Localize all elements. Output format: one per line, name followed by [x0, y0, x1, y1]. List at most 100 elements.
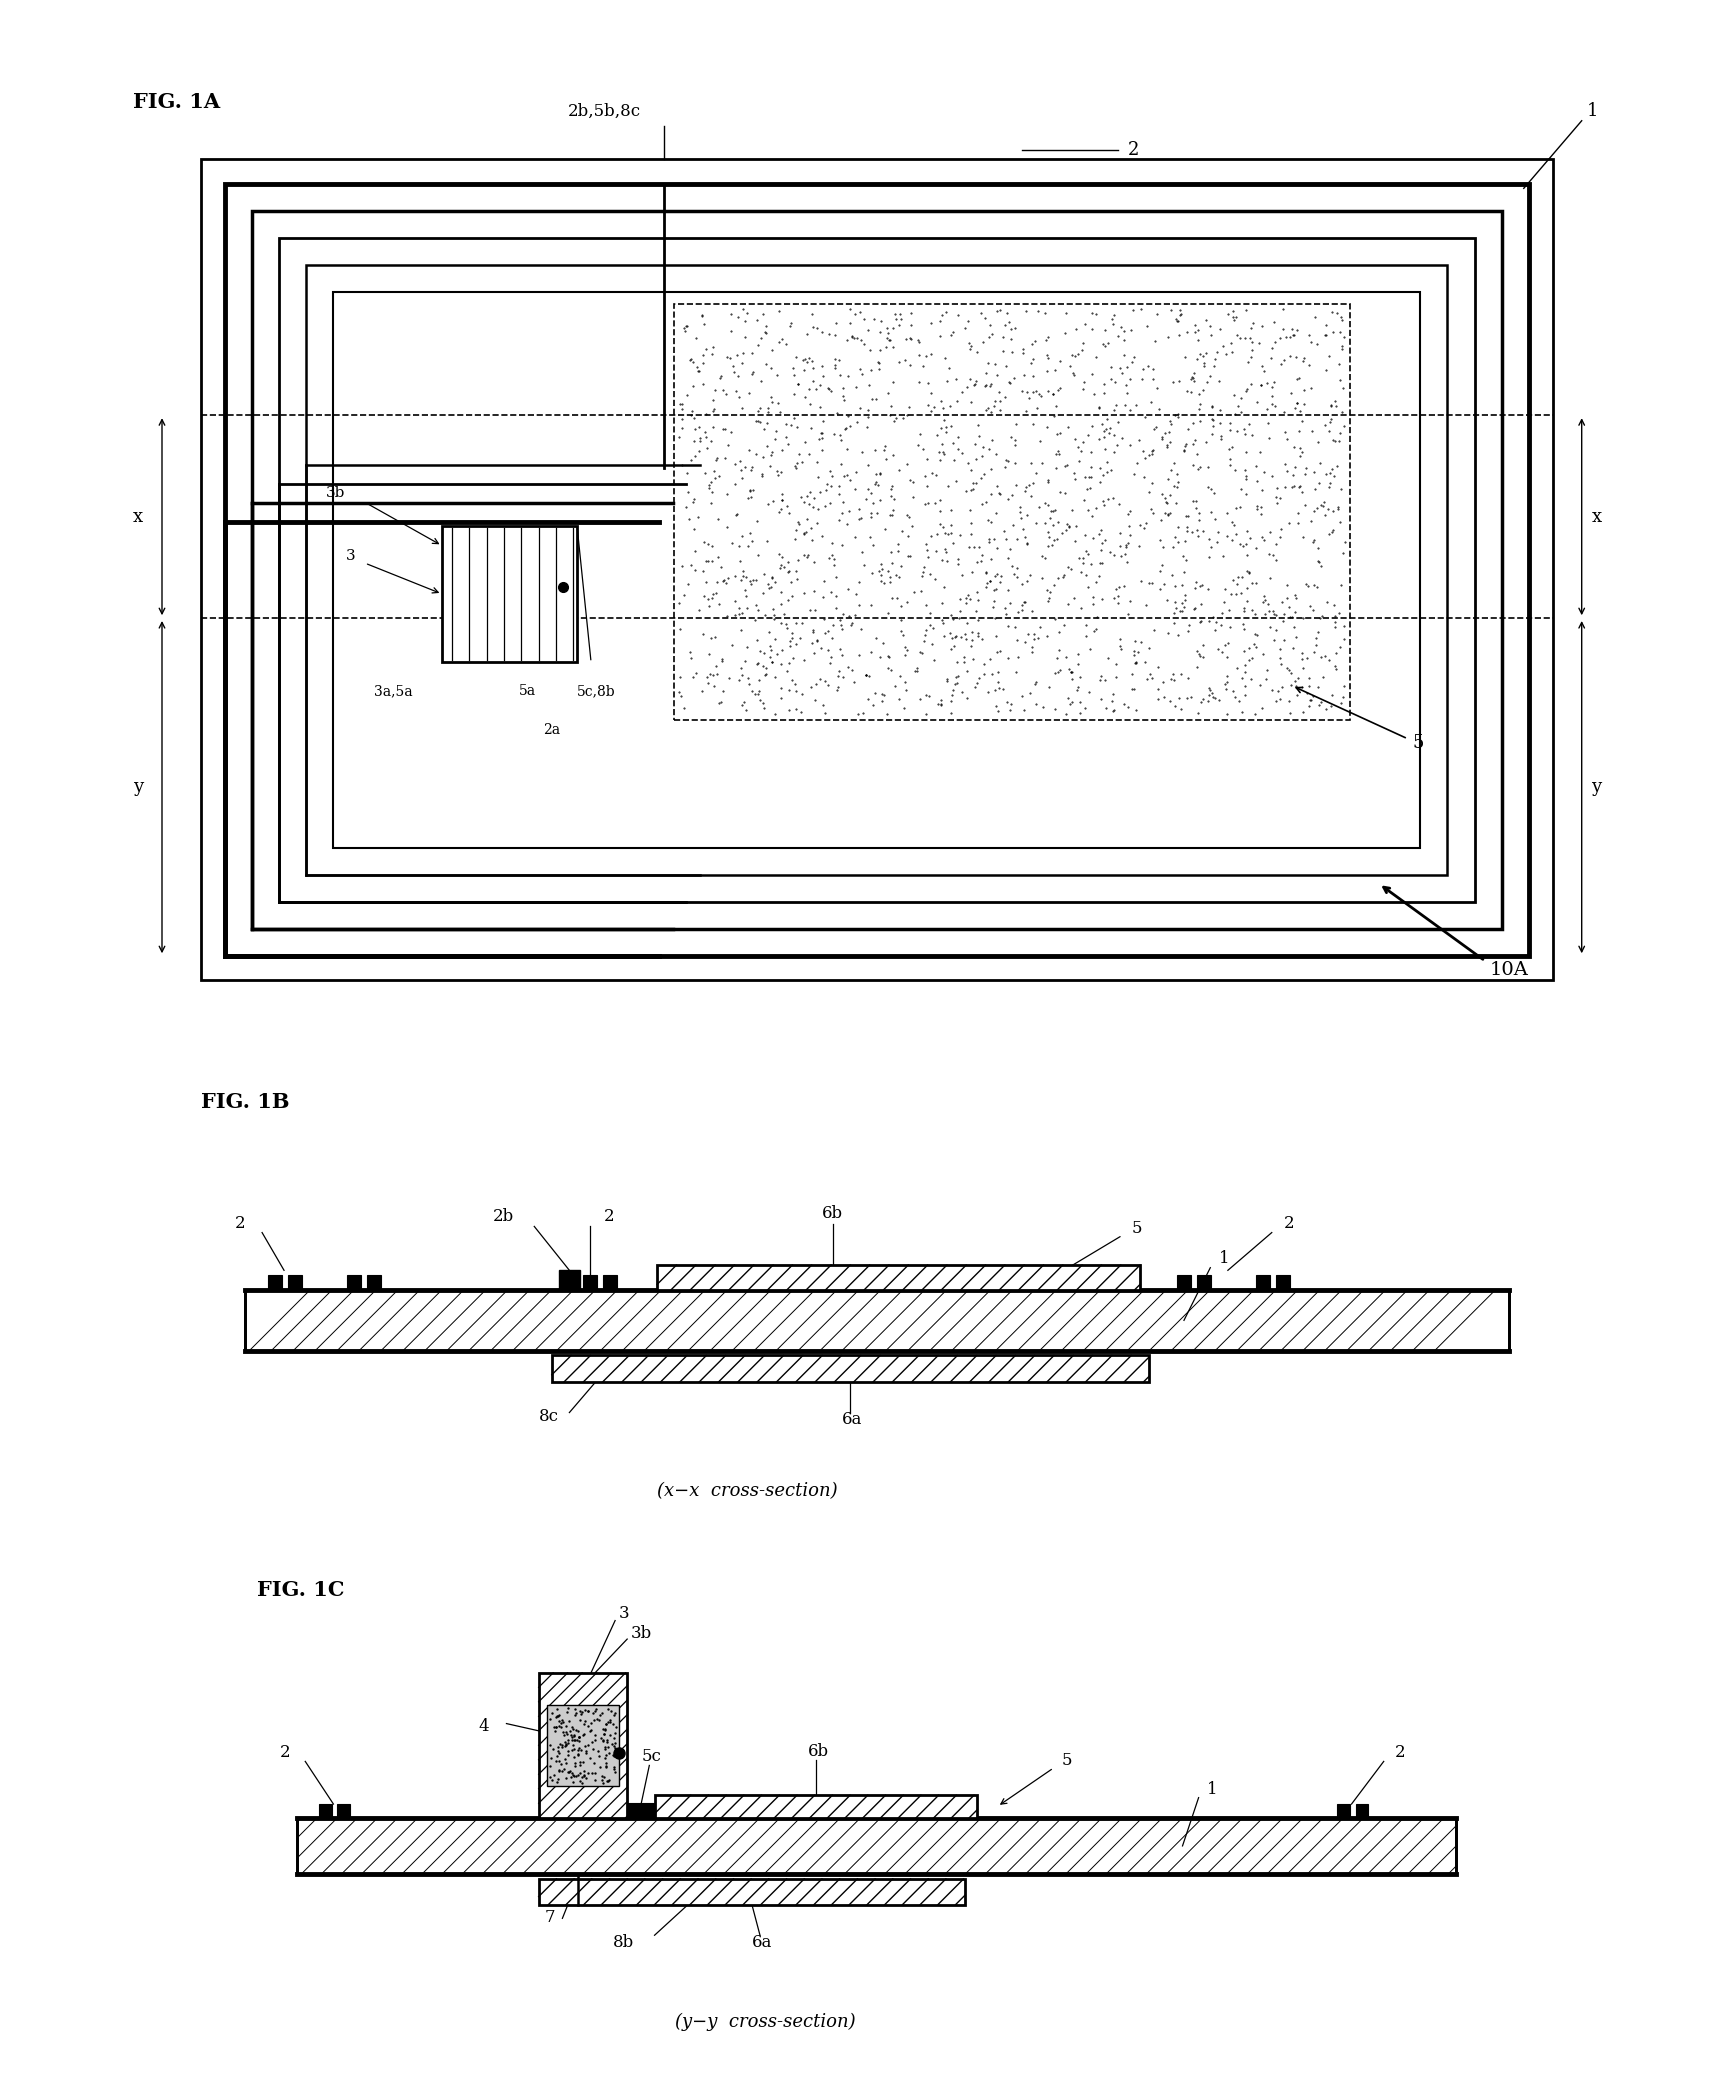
Point — [1290, 651, 1318, 684]
Point — [785, 368, 812, 402]
Point — [1154, 584, 1182, 617]
Point — [1208, 636, 1236, 670]
Point — [1076, 632, 1104, 666]
Point — [823, 590, 851, 624]
Point — [979, 523, 1007, 557]
Point — [927, 303, 955, 337]
Point — [1106, 622, 1134, 655]
Point — [594, 1706, 621, 1739]
Point — [727, 345, 755, 379]
Point — [1090, 377, 1118, 410]
Point — [1031, 297, 1059, 331]
Point — [1307, 684, 1335, 718]
Point — [1170, 433, 1198, 467]
Point — [767, 586, 795, 620]
Point — [806, 368, 833, 402]
Point — [944, 421, 972, 454]
Point — [943, 620, 970, 653]
Point — [809, 358, 837, 391]
Point — [970, 657, 998, 691]
Point — [1116, 519, 1144, 553]
Point — [1267, 513, 1295, 546]
Point — [1220, 379, 1248, 412]
Point — [1184, 697, 1212, 730]
Point — [783, 628, 811, 661]
Point — [1172, 341, 1200, 375]
Point — [1269, 312, 1297, 345]
Point — [1212, 337, 1240, 370]
Point — [901, 653, 929, 687]
Point — [1227, 576, 1255, 609]
Point — [1102, 659, 1130, 693]
Point — [1234, 643, 1262, 676]
Point — [991, 592, 1019, 626]
Point — [759, 592, 786, 626]
Point — [1012, 521, 1040, 555]
Point — [1002, 469, 1029, 502]
Point — [566, 1731, 594, 1764]
Point — [1043, 375, 1071, 408]
Point — [753, 406, 781, 440]
Point — [1019, 636, 1047, 670]
Point — [1141, 613, 1168, 647]
Point — [1102, 571, 1130, 605]
Point — [540, 1710, 568, 1743]
Point — [955, 327, 983, 360]
Point — [1276, 697, 1304, 730]
Point — [1057, 655, 1085, 689]
Point — [1010, 358, 1038, 391]
Point — [1184, 437, 1212, 471]
Point — [1031, 324, 1059, 358]
Point — [1248, 350, 1276, 383]
Point — [554, 1727, 582, 1760]
Point — [991, 521, 1019, 555]
Point — [965, 603, 993, 636]
Point — [908, 559, 936, 592]
Point — [1090, 458, 1118, 492]
Point — [1047, 653, 1075, 687]
Point — [727, 657, 755, 691]
Point — [1165, 318, 1193, 352]
Point — [1170, 555, 1198, 588]
Point — [1130, 460, 1158, 494]
Point — [1180, 592, 1208, 626]
Point — [1231, 412, 1259, 446]
Point — [1257, 561, 1285, 594]
Point — [847, 324, 875, 358]
Point — [828, 607, 856, 640]
Point — [1323, 297, 1351, 331]
Point — [1328, 396, 1356, 429]
Point — [1297, 324, 1325, 358]
Point — [1040, 523, 1068, 557]
Point — [1233, 293, 1260, 327]
Point — [743, 303, 771, 337]
Point — [1326, 364, 1354, 398]
Bar — [1337, 1804, 1351, 1817]
Point — [684, 354, 712, 387]
Point — [818, 460, 845, 494]
Point — [1316, 456, 1344, 490]
Point — [1238, 663, 1266, 697]
Point — [1179, 483, 1207, 517]
Point — [1233, 571, 1260, 605]
Point — [1260, 306, 1288, 339]
Point — [818, 538, 845, 571]
Point — [823, 674, 851, 707]
Point — [1321, 605, 1349, 638]
Point — [1325, 492, 1352, 525]
Point — [748, 364, 776, 398]
Point — [1222, 454, 1250, 488]
Point — [1283, 622, 1311, 655]
Point — [1035, 341, 1062, 375]
Point — [1227, 471, 1255, 504]
Point — [1295, 347, 1323, 381]
Point — [783, 513, 811, 546]
Point — [1238, 368, 1266, 402]
Point — [1042, 655, 1069, 689]
Point — [825, 655, 852, 689]
Point — [783, 544, 811, 578]
Point — [1279, 312, 1307, 345]
Point — [1302, 628, 1330, 661]
Point — [1330, 609, 1358, 643]
Point — [1238, 419, 1266, 452]
